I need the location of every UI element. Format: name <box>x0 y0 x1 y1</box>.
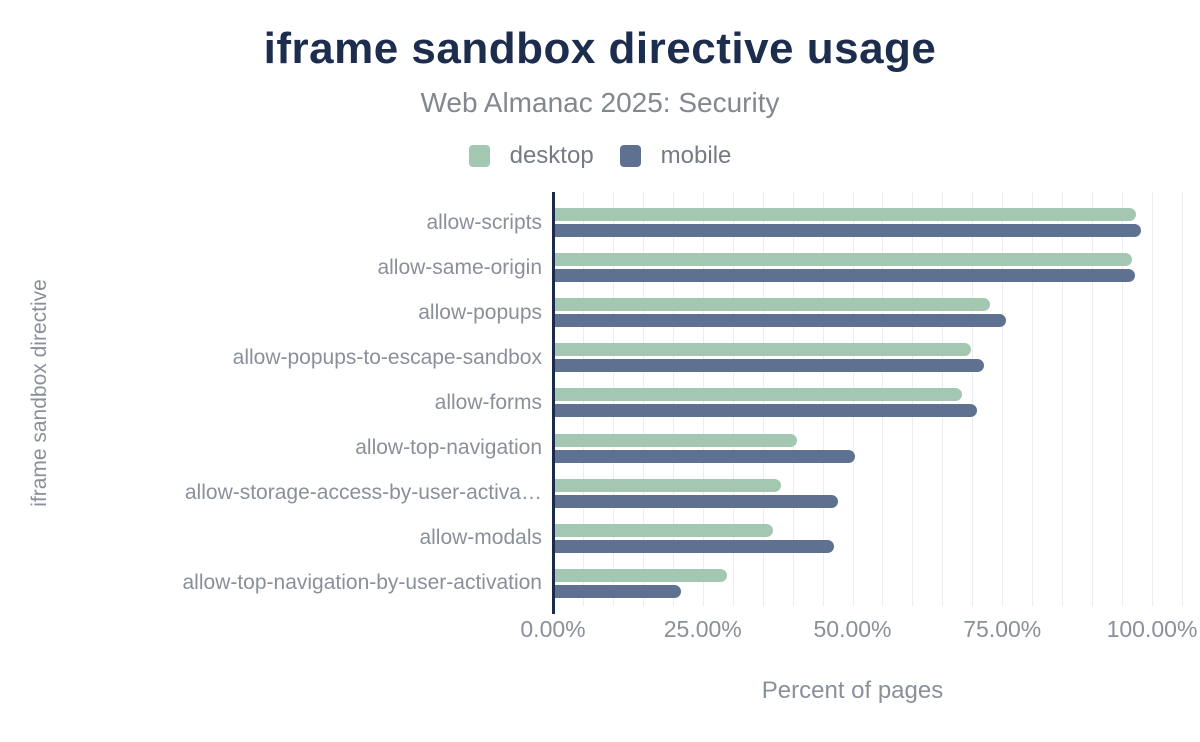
bar-desktop-allow-storage-access-by-user-activa <box>555 478 781 492</box>
bar-group-allow-storage-access-by-user-activa <box>555 471 1184 516</box>
category-label-allow-same-origin: allow-same-origin <box>377 255 542 279</box>
category-label-allow-top-navigation-by-user-activation: allow-top-navigation-by-user-activation <box>182 571 542 595</box>
y-axis-line <box>551 192 555 614</box>
bar-group-allow-same-origin <box>555 245 1184 290</box>
bar-group-allow-modals <box>555 516 1184 561</box>
chart-title: iframe sandbox directive usage <box>263 24 937 73</box>
bar-group-allow-popups-to-escape-sandbox <box>555 335 1184 380</box>
legend-item-mobile: mobile <box>619 142 732 170</box>
category-label-allow-forms: allow-forms <box>434 390 542 414</box>
category-label-allow-modals: allow-modals <box>419 526 542 550</box>
bar-mobile-allow-scripts <box>555 224 1142 238</box>
gridline-80 <box>1032 192 1034 606</box>
x-tick-label-25: 25.00% <box>663 616 742 642</box>
gridline-105 <box>1181 192 1183 606</box>
bar-desktop-allow-forms <box>555 388 963 402</box>
bar-desktop-allow-top-navigation-by-user-activation <box>555 568 727 582</box>
bar-mobile-allow-storage-access-by-user-activa <box>555 494 838 508</box>
category-label-allow-scripts: allow-scripts <box>426 210 542 234</box>
x-tick-label-0: 0.00% <box>520 616 586 642</box>
gridline-100 <box>1152 192 1153 606</box>
bar-group-allow-forms <box>555 380 1184 425</box>
bar-mobile-allow-popups-to-escape-sandbox <box>555 359 985 373</box>
bar-desktop-allow-scripts <box>555 208 1136 222</box>
x-axis-title: Percent of pages <box>761 677 944 704</box>
bar-desktop-allow-popups <box>555 298 990 312</box>
bar-group-allow-top-navigation <box>555 426 1184 471</box>
gridline-95 <box>1122 192 1124 606</box>
legend-item-desktop: desktop <box>468 142 594 170</box>
bar-mobile-allow-forms <box>555 404 978 418</box>
bar-group-allow-popups <box>555 290 1184 335</box>
gridline-70 <box>972 192 974 606</box>
category-label-allow-popups-to-escape-sandbox: allow-popups-to-escape-sandbox <box>232 345 542 369</box>
gridline-75 <box>1002 192 1004 606</box>
category-label-allow-popups: allow-popups <box>418 300 542 324</box>
x-tick-label-50: 50.00% <box>813 616 892 642</box>
legend-swatch-desktop <box>468 145 490 167</box>
legend-label-mobile: mobile <box>660 142 732 169</box>
category-label-allow-storage-access-by-user-activa: allow-storage-access-by-user-activa… <box>184 481 542 505</box>
gridline-90 <box>1092 192 1094 606</box>
bar-desktop-allow-popups-to-escape-sandbox <box>555 343 971 357</box>
x-tick-label-75: 75.00% <box>963 616 1042 642</box>
category-labels: allow-scripts allow-same-origin allow-popu… <box>0 200 542 606</box>
gridline-85 <box>1062 192 1064 606</box>
bar-rows <box>555 200 1184 606</box>
legend-label-desktop: desktop <box>509 142 594 169</box>
bar-mobile-allow-same-origin <box>555 269 1136 283</box>
chart-subtitle: Web Almanac 2025: Security <box>420 87 780 118</box>
category-label-allow-top-navigation: allow-top-navigation <box>355 436 542 460</box>
bar-desktop-allow-top-navigation <box>555 433 797 447</box>
bar-desktop-allow-modals <box>555 523 773 537</box>
x-tick-label-100: 100.00% <box>1106 616 1198 642</box>
bar-mobile-allow-modals <box>555 539 834 553</box>
bar-group-allow-top-navigation-by-user-activation <box>555 561 1184 606</box>
legend-swatch-mobile <box>619 145 641 167</box>
legend: desktop mobile <box>0 142 1200 170</box>
bar-mobile-allow-top-navigation-by-user-activation <box>555 584 682 598</box>
bar-mobile-allow-top-navigation <box>555 449 856 463</box>
bar-mobile-allow-popups <box>555 314 1007 328</box>
bar-group-allow-scripts <box>555 200 1184 245</box>
bar-desktop-allow-same-origin <box>555 253 1132 267</box>
